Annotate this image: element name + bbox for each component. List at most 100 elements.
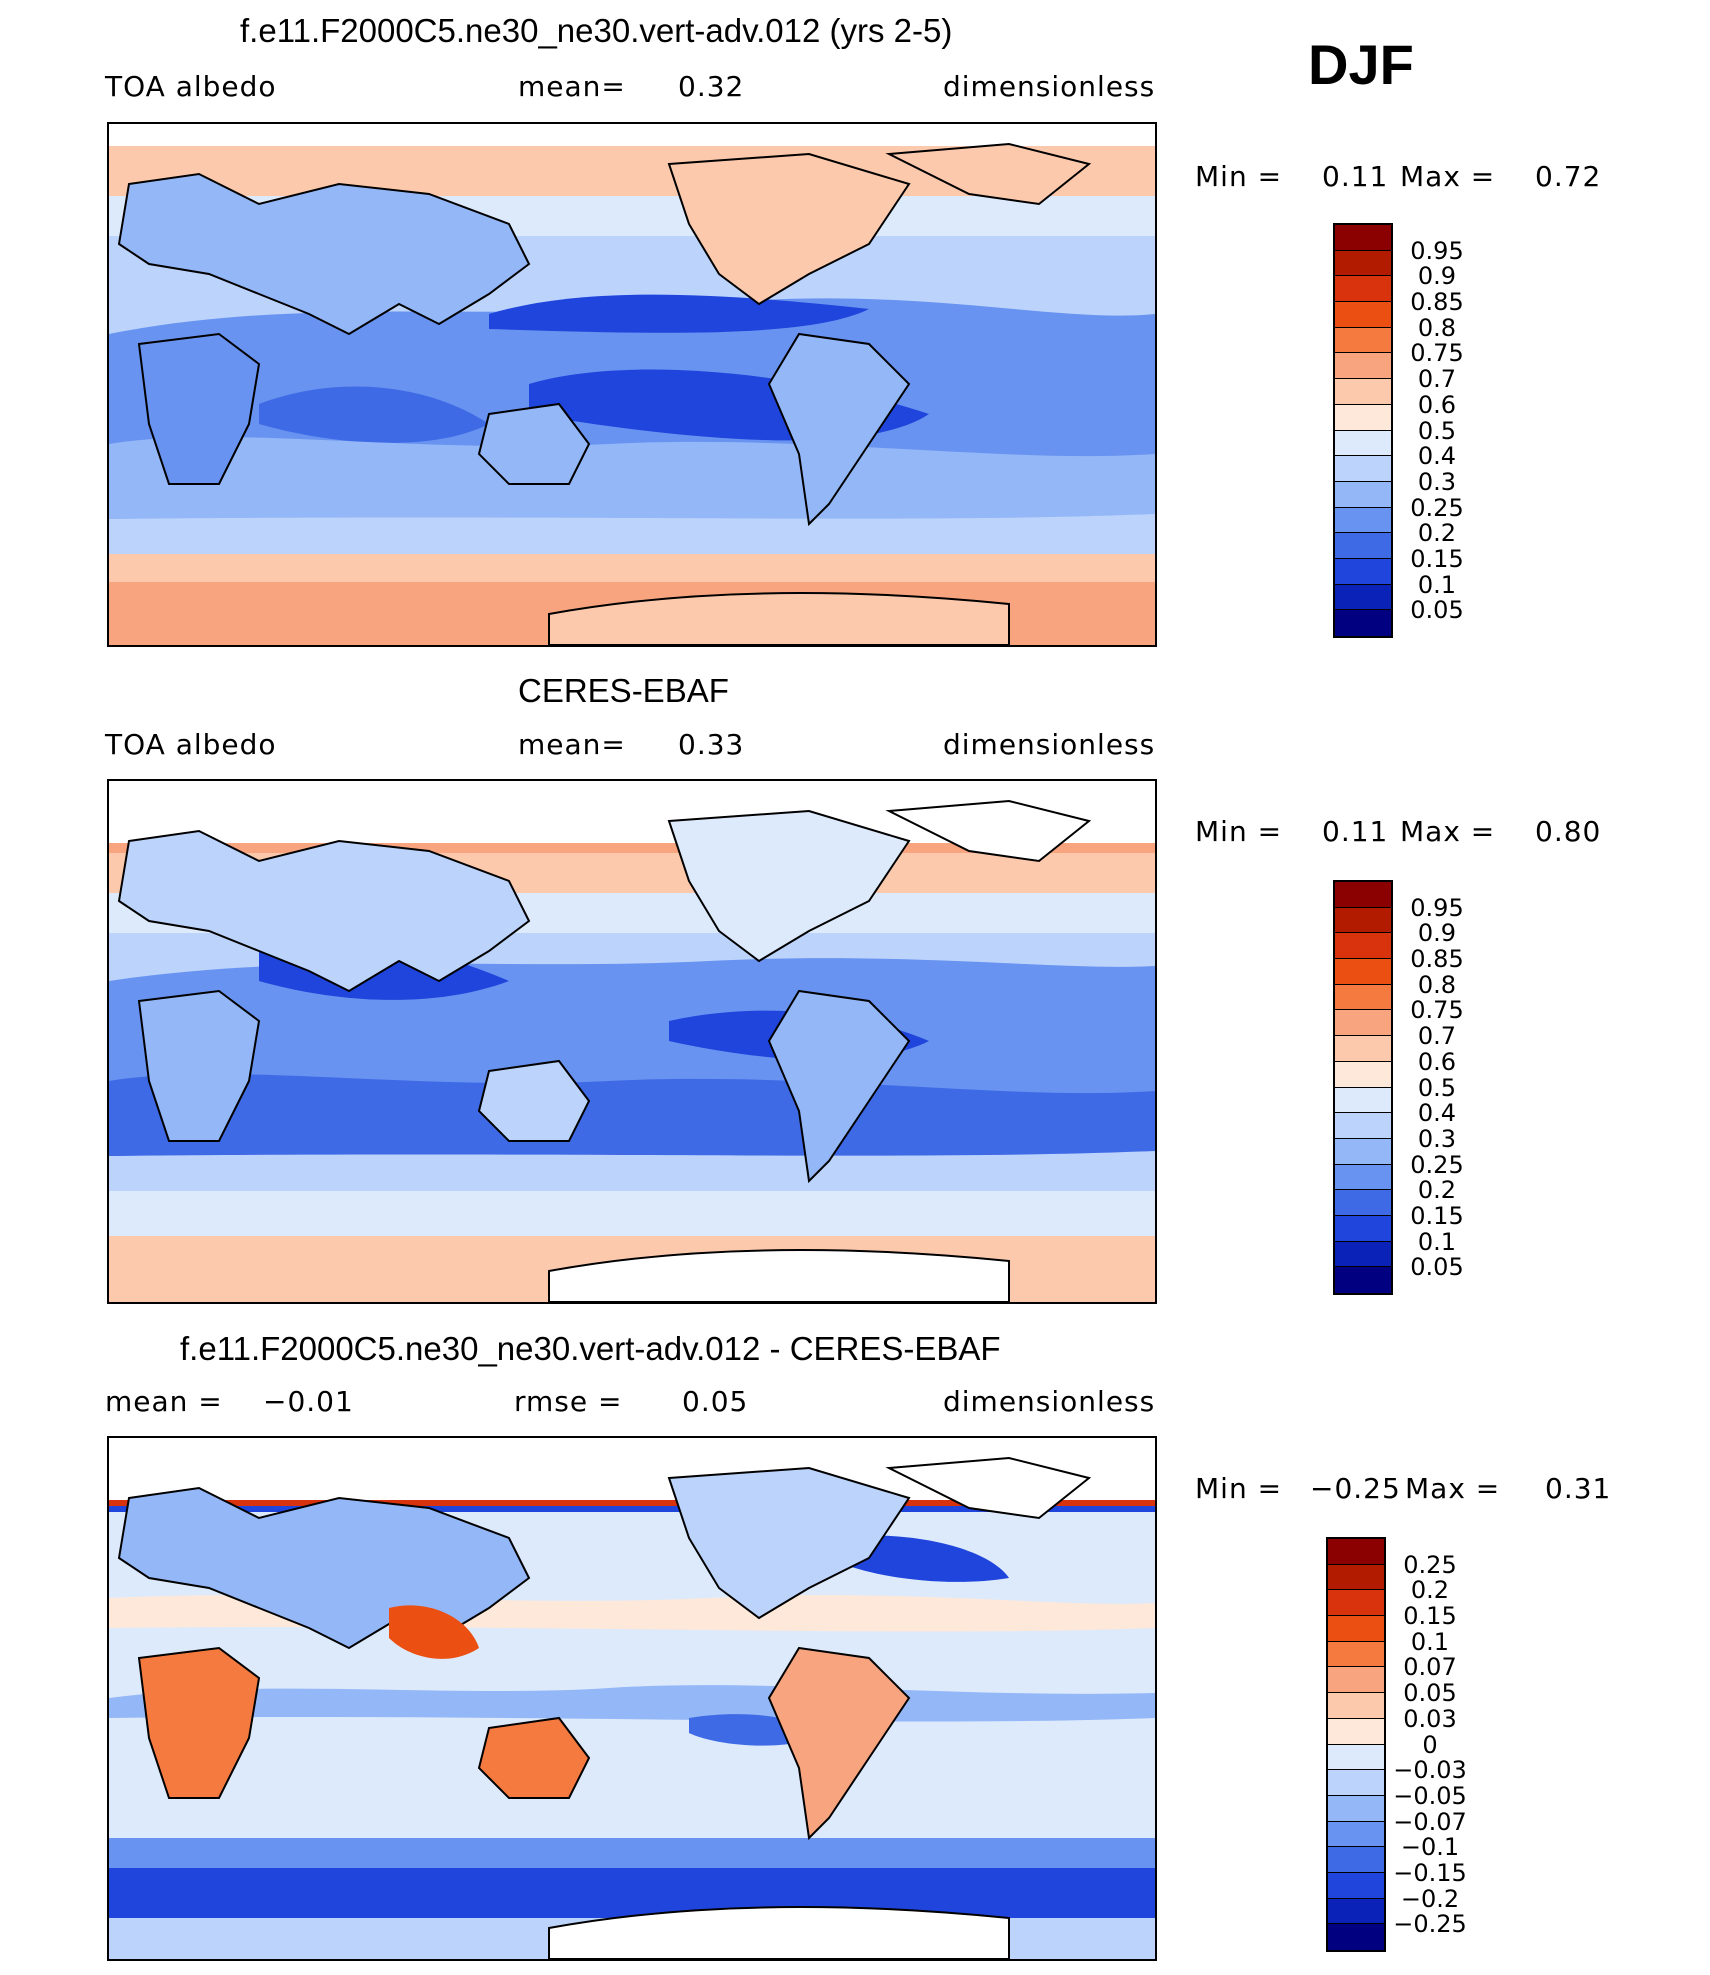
panel-1-max-label: Max =	[1400, 160, 1496, 193]
colorbar-segment	[1335, 907, 1391, 934]
colorbar-tick-label: 0.85	[1410, 288, 1464, 317]
panel-2-mean-label: mean=	[518, 728, 626, 761]
colorbar-tick-label: 0.2	[1410, 1576, 1450, 1605]
panel-3-min-label: Min =	[1195, 1472, 1283, 1505]
colorbar-segment	[1328, 1718, 1384, 1745]
colorbar-tick-label: 0.95	[1410, 236, 1464, 265]
panel-1-map	[107, 122, 1157, 647]
panel-3-mean-label: mean =	[105, 1385, 223, 1418]
colorbar-segment	[1335, 933, 1391, 960]
colorbar-tick-label: 0.85	[1410, 945, 1464, 974]
colorbar-segment	[1335, 1241, 1391, 1268]
colorbar-segment	[1328, 1795, 1384, 1822]
panel-1-mean-label: mean=	[518, 70, 626, 103]
panel-2-mean-value: 0.33	[678, 728, 745, 761]
colorbar-tick-label: 0.15	[1410, 544, 1464, 573]
colorbar-segment	[1335, 1061, 1391, 1088]
colorbar-tick-label: 0.5	[1417, 416, 1457, 445]
panel-1-title: f.e11.F2000C5.ne30_ne30.vert-adv.012 (yr…	[240, 12, 953, 49]
colorbar-segment	[1328, 1770, 1384, 1796]
panel-2-max-label: Max =	[1400, 815, 1496, 848]
panel-3-max-value: 0.31	[1545, 1472, 1612, 1505]
colorbar-segment	[1328, 1872, 1384, 1899]
colorbar-segment	[1335, 404, 1391, 431]
colorbar-segment	[1335, 353, 1391, 380]
colorbar-segment	[1328, 1667, 1384, 1694]
panel-3-rmse-value: 0.05	[682, 1385, 749, 1418]
colorbar-segment	[1328, 1924, 1384, 1950]
colorbar-segment	[1335, 1087, 1391, 1114]
colorbar-tick-label: 0.2	[1417, 519, 1457, 548]
panel-3-map	[107, 1436, 1157, 1961]
panel-3-rmse-label: rmse =	[514, 1385, 623, 1418]
colorbar-segment	[1328, 1539, 1384, 1565]
panel-1-max-value: 0.72	[1535, 160, 1602, 193]
panel-1-min-value: 0.11	[1322, 160, 1389, 193]
panel-2-max-value: 0.80	[1535, 815, 1602, 848]
colorbar-segment	[1335, 250, 1391, 277]
colorbar-tick-label: 0.07	[1403, 1653, 1457, 1682]
colorbar-segment	[1335, 1267, 1391, 1293]
colorbar-tick-label: 0.5	[1417, 1073, 1457, 1102]
colorbar-tick-label: 0.15	[1410, 1201, 1464, 1230]
colorbar-segment	[1328, 1744, 1384, 1771]
colorbar-tick-label: −0.07	[1393, 1807, 1467, 1836]
panel-3-title: f.e11.F2000C5.ne30_ne30.vert-adv.012 - C…	[180, 1330, 1001, 1367]
colorbar-tick-label: 0.05	[1403, 1679, 1457, 1708]
colorbar-segment	[1335, 507, 1391, 534]
colorbar-segment	[1335, 430, 1391, 457]
panel-2-map-svg	[109, 781, 1155, 1302]
panel-2-title: CERES-EBAF	[518, 672, 729, 709]
colorbar-segment	[1335, 610, 1391, 636]
colorbar-segment	[1335, 882, 1391, 908]
colorbar-tick-label: 0.6	[1417, 1047, 1457, 1076]
colorbar-tick-label: 0.1	[1417, 570, 1457, 599]
panel-2-min-value: 0.11	[1322, 815, 1389, 848]
colorbar-segment	[1335, 1164, 1391, 1191]
colorbar-tick-label: 0.95	[1410, 893, 1464, 922]
panel-3-units: dimensionless	[943, 1385, 1156, 1418]
colorbar-segment	[1335, 1215, 1391, 1242]
colorbar-tick-label: 0.4	[1417, 442, 1457, 471]
colorbar-tick-label: 0	[1422, 1730, 1438, 1759]
colorbar-segment	[1328, 1693, 1384, 1719]
panel-3-min-value: −0.25	[1310, 1472, 1401, 1505]
panel-3-map-svg	[109, 1438, 1155, 1959]
colorbar-tick-label: 0.05	[1410, 596, 1464, 625]
colorbar-tick-label: 0.3	[1417, 467, 1457, 496]
colorbar-tick-label: 0.7	[1417, 365, 1457, 394]
colorbar-tick-label: −0.05	[1393, 1781, 1467, 1810]
colorbar-segment	[1335, 327, 1391, 354]
colorbar-segment	[1335, 379, 1391, 405]
colorbar-tick-label: −0.1	[1400, 1833, 1460, 1862]
panel-2-units: dimensionless	[943, 728, 1156, 761]
colorbar-segment	[1335, 1190, 1391, 1216]
colorbar-tick-label: 0.9	[1417, 919, 1457, 948]
colorbar-segment	[1335, 1113, 1391, 1139]
colorbar-segment	[1328, 1616, 1384, 1642]
colorbar-tick-label: −0.25	[1393, 1910, 1467, 1939]
colorbar-tick-label: 0.6	[1417, 390, 1457, 419]
colorbar-segment	[1335, 1036, 1391, 1062]
colorbar-segment	[1328, 1847, 1384, 1873]
colorbar-tick-label: 0.25	[1403, 1550, 1457, 1579]
colorbar-segment	[1328, 1821, 1384, 1848]
colorbar-segment	[1335, 1010, 1391, 1037]
panel-1-min-label: Min =	[1195, 160, 1283, 193]
colorbar-segment	[1335, 302, 1391, 328]
colorbar-segment	[1335, 558, 1391, 585]
colorbar-tick-label: −0.2	[1400, 1884, 1460, 1913]
panel-3-max-label: Max =	[1405, 1472, 1501, 1505]
colorbar-segment	[1328, 1590, 1384, 1617]
panel-2-colorbar	[1333, 880, 1393, 1295]
colorbar-tick-label: 0.25	[1410, 493, 1464, 522]
colorbar-segment	[1335, 276, 1391, 303]
colorbar-tick-label: 0.8	[1417, 313, 1457, 342]
colorbar-segment	[1335, 456, 1391, 482]
colorbar-tick-label: 0.05	[1410, 1253, 1464, 1282]
colorbar-tick-label: −0.15	[1393, 1858, 1467, 1887]
colorbar-segment	[1335, 225, 1391, 251]
colorbar-segment	[1335, 533, 1391, 559]
colorbar-tick-label: 0.15	[1403, 1602, 1457, 1631]
colorbar-tick-label: 0.75	[1410, 339, 1464, 368]
